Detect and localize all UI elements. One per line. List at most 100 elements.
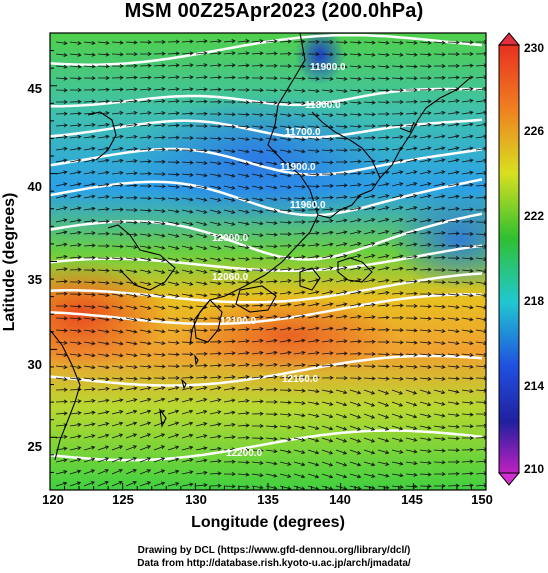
wind-arrow (83, 40, 96, 45)
wind-arrow (139, 135, 152, 140)
wind-arrow (153, 341, 166, 346)
wind-arrow (419, 292, 432, 297)
wind-arrow (293, 338, 306, 343)
wind-arrow (419, 255, 432, 260)
wind-arrow (279, 302, 292, 307)
wind-arrow (265, 436, 278, 441)
wind-arrow (111, 365, 124, 370)
contour-labels: 11900.0 11800.0 11700.0 11900.0 11960.0 … (212, 62, 346, 459)
wind-arrow (125, 433, 138, 439)
wind-arrow (279, 400, 292, 405)
wind-arrow (83, 122, 96, 128)
wind-arrow (251, 473, 264, 478)
wind-arrow (139, 171, 152, 176)
wind-arrow (153, 293, 166, 298)
wind-arrow (69, 170, 82, 175)
wind-arrow (433, 122, 446, 127)
wind-arrow (251, 460, 264, 465)
wind-arrow (363, 327, 376, 332)
wind-arrow (391, 328, 404, 333)
wind-arrow (349, 266, 362, 271)
wind-arrow (433, 304, 446, 309)
wind-arrow (265, 461, 278, 466)
wind-arrow (139, 376, 152, 381)
wind-arrow (419, 449, 432, 454)
wind-arrow (209, 363, 222, 368)
wind-arrow (475, 244, 486, 249)
wind-arrow (307, 101, 320, 106)
wind-arrow (97, 457, 110, 463)
wind-arrow (321, 113, 334, 118)
wind-arrow (307, 88, 320, 93)
wind-arrow (181, 245, 194, 251)
wind-arrow (307, 425, 320, 430)
wind-arrow (69, 206, 82, 211)
wind-arrow (195, 185, 208, 190)
contour-label: 11900.0 (280, 162, 316, 173)
wind-arrow (223, 209, 236, 214)
wind-arrow (167, 197, 180, 202)
wind-arrow (433, 87, 446, 92)
wind-arrow (167, 123, 180, 128)
wind-arrow (83, 170, 96, 175)
wind-arrow (461, 134, 474, 139)
wind-arrow (307, 254, 320, 259)
wind-arrow (433, 364, 446, 369)
wind-arrow (223, 398, 236, 403)
wind-arrow (307, 338, 320, 343)
wind-arrow (195, 160, 208, 165)
wind-arrow (69, 111, 82, 116)
wind-arrow (391, 315, 404, 320)
wind-arrow (97, 87, 110, 92)
wind-arrow (335, 112, 348, 117)
wind-arrow (405, 316, 418, 321)
wind-arrow (97, 256, 110, 261)
map-title: MSM 00Z25Apr2023 (200.0hPa) (124, 0, 424, 22)
wind-arrow (377, 147, 390, 152)
wind-arrow (125, 317, 138, 322)
x-axis-label: Longitude (degrees) (191, 514, 345, 531)
wind-arrow (251, 221, 264, 226)
wind-arrow (433, 328, 446, 334)
wind-arrow (251, 375, 264, 380)
wind-arrow (223, 447, 236, 452)
wind-arrow (293, 388, 306, 393)
wind-arrow (293, 219, 306, 224)
wind-arrow (279, 437, 292, 442)
wind-arrow (237, 339, 250, 344)
wind-arrow (69, 292, 82, 297)
wind-arrow (419, 182, 432, 187)
wind-arrow (363, 242, 376, 247)
wind-arrow (391, 206, 404, 211)
wind-arrow (209, 434, 222, 439)
wind-arrow (83, 268, 96, 273)
wind-arrow (153, 51, 166, 56)
wind-arrow (111, 481, 123, 487)
wind-arrow (363, 170, 376, 175)
wind-arrow (111, 376, 124, 381)
wind-arrow (223, 197, 236, 202)
wind-arrow (223, 221, 236, 226)
wind-arrow (307, 184, 320, 189)
wind-arrow (97, 268, 110, 273)
wind-arrow (293, 196, 306, 201)
wind-arrow (307, 314, 320, 319)
wind-arrow (125, 364, 138, 369)
wind-arrow (167, 184, 180, 189)
wind-arrow (377, 401, 390, 407)
wind-arrow (251, 315, 264, 320)
wind-arrow (111, 170, 124, 175)
wind-arrow (209, 173, 222, 178)
wind-arrow (363, 135, 376, 140)
wind-arrow (377, 437, 390, 443)
wind-arrow (433, 353, 446, 358)
cool-region (390, 190, 486, 290)
wind-arrow (447, 448, 460, 453)
wind-arrow (349, 473, 362, 479)
wind-arrow (223, 410, 236, 415)
wind-arrow (125, 171, 138, 176)
wind-arrow (321, 389, 334, 394)
wind-arrow (307, 137, 320, 142)
wind-arrow (195, 99, 208, 104)
wind-arrow (335, 290, 348, 295)
